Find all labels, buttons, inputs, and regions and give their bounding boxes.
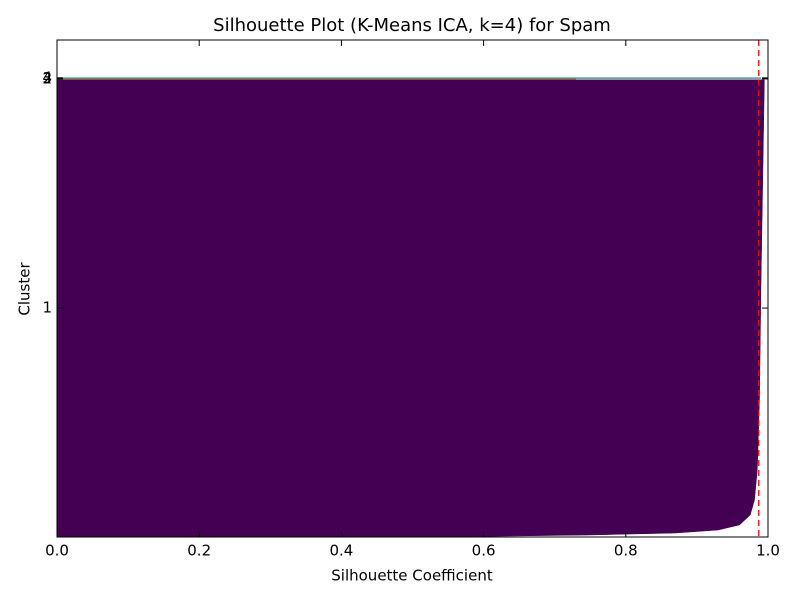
x-tick-label: 0.2 (187, 542, 211, 560)
x-tick-label: 0.4 (329, 542, 353, 560)
y-axis-label: Cluster (16, 262, 34, 316)
y-tick-label: 4 (42, 68, 52, 86)
y-tick-label: 2 (42, 69, 52, 87)
x-tick-label: 1.0 (756, 542, 780, 560)
y-tick-label: 1 (42, 299, 52, 317)
x-tick-label: 0.6 (472, 542, 496, 560)
x-tick-label: 0.0 (45, 542, 69, 560)
x-tick-label: 0.8 (614, 542, 638, 560)
cluster-area (56, 79, 765, 538)
chart-title: Silhouette Plot (K-Means ICA, k=4) for S… (213, 15, 611, 36)
cluster-area (56, 78, 577, 80)
x-axis-label: Silhouette Coefficient (331, 567, 493, 585)
plot-frame (56, 39, 769, 538)
y-tick-label: 3 (42, 69, 52, 87)
